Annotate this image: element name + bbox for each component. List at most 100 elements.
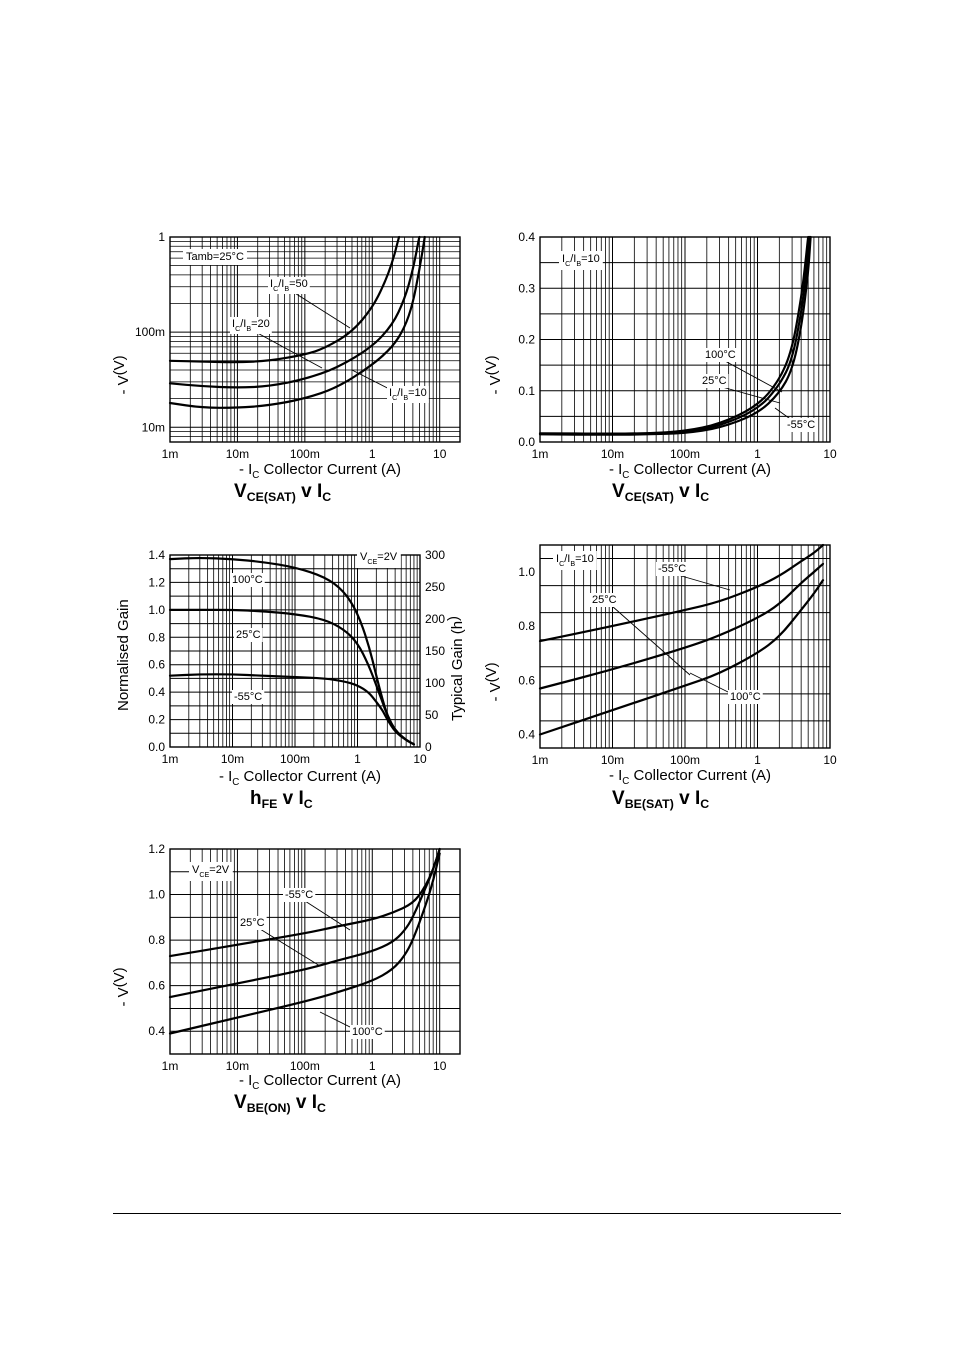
series-label-bg (590, 593, 619, 607)
series-label: 25°C (236, 629, 261, 641)
series-label-bg (268, 277, 310, 294)
series-label: IC/IB=50 (270, 278, 308, 293)
series-leader-line (724, 360, 783, 393)
y-tick-label: 1.0 (148, 888, 165, 902)
series-leader-line (721, 386, 781, 404)
condition-label: VCE=2V (360, 551, 398, 566)
y-tick-label: 1.4 (148, 548, 165, 562)
plot-frame (539, 236, 831, 443)
series-label: -55°C (234, 691, 262, 703)
y-tick-label: 0.4 (518, 230, 535, 244)
condition-label: IC/IB=10 (562, 253, 600, 268)
footer-rule (113, 1213, 841, 1214)
series-label-bg (230, 317, 272, 334)
series-label-bg (387, 386, 429, 403)
series-label-bg (728, 690, 763, 704)
condition-label-bg (553, 551, 597, 570)
series-label: -55°C (787, 419, 815, 431)
series-line-3 (538, 235, 812, 436)
x-tick-label: 10m (226, 1059, 249, 1073)
y-tick-label: 0.3 (518, 281, 535, 295)
series-label-bg (230, 573, 265, 587)
series-line-3 (168, 852, 441, 1035)
x-axis-label: - IC Collector Current (A) (239, 461, 401, 481)
series-leader-line (251, 329, 323, 369)
x-axis-label: - IC Collector Current (A) (609, 461, 771, 481)
chart-title: VBE(ON) v IC (234, 1092, 326, 1115)
y-axis-label: - V(V) (483, 662, 504, 701)
y-tick-label: 0.8 (518, 619, 535, 633)
x-axis-label: - IC Collector Current (A) (609, 767, 771, 787)
chart-hfe: 1m 10m 100m 1 10 0.0 0.2 0.4 0.6 0.8 1.0 1.2 1.4 0 50 1… (115, 548, 466, 811)
plot-frame (539, 544, 831, 749)
condition-label-bg (559, 251, 603, 270)
x-axis-label: - IC Collector Current (A) (239, 1072, 401, 1092)
y-axis-label: - V(V) (483, 355, 504, 394)
condition-label: Tamb=25°C (186, 251, 244, 263)
chart-vcesat-lin: 1m 10m 100m 1 10 0.0 0.1 0.2 0.3 0.4 - IC Collecto… (483, 230, 837, 504)
x-tick-label: 1 (754, 447, 761, 461)
series-label: 100°C (232, 574, 263, 586)
x-tick-label: 100m (290, 447, 320, 461)
chart-title: VBE(SAT) v IC (612, 788, 709, 811)
series-line-3 (538, 579, 825, 736)
condition-label-bg (183, 249, 247, 265)
y-tick-label: 0.4 (148, 1024, 165, 1038)
x-tick-label: 1m (162, 752, 179, 766)
x-tick-label: 1m (532, 753, 549, 767)
series-line-3 (168, 673, 415, 746)
plot-area (170, 849, 460, 1054)
series-label: 100°C (705, 349, 736, 361)
series-label-bg (283, 888, 316, 902)
chart-vbesat: 1m 10m 100m 1 10 0.4 0.6 0.8 1.0 - IC Collector C… (483, 543, 837, 811)
y2-tick-label: 200 (425, 612, 445, 626)
condition-label: VCE=2V (192, 864, 230, 879)
y-tick-label: 0.2 (148, 713, 165, 727)
y2-tick-label: 50 (425, 708, 439, 722)
series-line-2 (538, 562, 825, 690)
chart-title: VCE(SAT) v IC (234, 481, 331, 504)
series-label-bg (350, 1025, 385, 1039)
y-axis-label: Normalised Gain (115, 599, 132, 711)
x-tick-label: 100m (670, 447, 700, 461)
y-tick-label: 0.0 (518, 435, 535, 449)
series-label: 100°C (730, 691, 761, 703)
y-tick-label: 0.6 (148, 658, 165, 672)
y2-axis-label: Typical Gain (h) (445, 616, 466, 721)
y-tick-label: 0.4 (518, 727, 535, 741)
series-line-3 (168, 235, 426, 409)
series-label-bg (234, 628, 263, 642)
x-tick-label: 100m (290, 1059, 320, 1073)
plot-frame (169, 236, 461, 443)
y-tick-label: 1.2 (148, 842, 165, 856)
y2-tick-label: 150 (425, 644, 445, 658)
series-label: -55°C (658, 563, 686, 575)
y2-tick-label: 100 (425, 676, 445, 690)
series-label-bg (238, 916, 267, 930)
series-line-1 (168, 235, 401, 364)
series-label: 25°C (240, 917, 265, 929)
series-leader-line (677, 574, 731, 591)
plot-frame (169, 554, 421, 748)
condition-label-bg (189, 862, 233, 881)
x-tick-label: 1 (754, 753, 761, 767)
y-tick-label: 0.6 (518, 673, 535, 687)
series-label-bg (700, 374, 729, 388)
x-tick-label: 10 (823, 447, 837, 461)
y2-tick-label: 250 (425, 580, 445, 594)
x-tick-label: 10m (226, 447, 249, 461)
x-tick-label: 1m (162, 447, 179, 461)
y-axis-label: - V(V) (111, 355, 132, 394)
y-tick-label: 1.0 (518, 565, 535, 579)
x-tick-label: 10 (433, 1059, 447, 1073)
y-tick-label: 1.2 (148, 575, 165, 589)
x-tick-label: 100m (670, 753, 700, 767)
series-leader-line (611, 605, 691, 676)
y2-tick-label: 0 (425, 740, 432, 754)
series-label: IC/IB=10 (389, 387, 427, 402)
chart-vbeon: 1m 10m 100m 1 10 0.4 0.6 0.8 1.0 1.2 - IC Collecto… (111, 842, 461, 1115)
x-tick-label: 10m (601, 753, 624, 767)
x-tick-label: 1m (162, 1059, 179, 1073)
series-leader-line (289, 289, 351, 329)
x-axis-label: - IC Collector Current (A) (219, 768, 381, 788)
